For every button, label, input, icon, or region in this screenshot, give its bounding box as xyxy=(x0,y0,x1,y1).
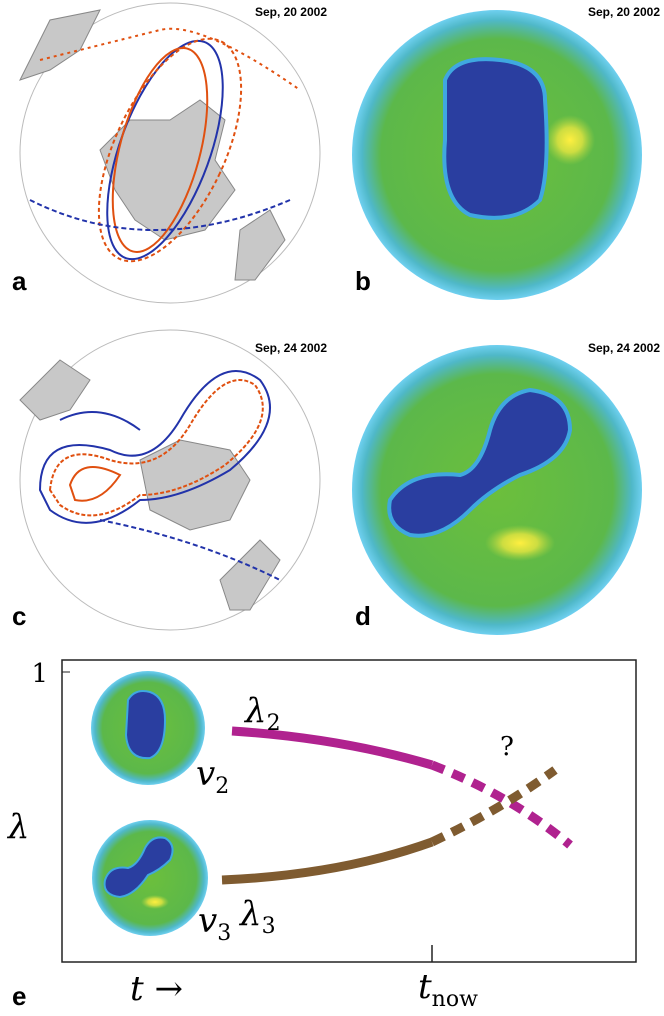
vector-label: v3 xyxy=(198,901,231,946)
curve-label: λ3 xyxy=(238,894,276,939)
plot-frame xyxy=(61,659,637,963)
trajectory-globe xyxy=(19,329,321,631)
y-label: λ xyxy=(6,807,30,847)
panel-date: Sep, 24 2002 xyxy=(588,341,660,355)
curve xyxy=(221,837,434,885)
question-mark: ? xyxy=(500,732,514,762)
y-tick-label: 1 xyxy=(31,659,48,689)
panel-label: a xyxy=(12,266,27,296)
ozone-globe xyxy=(352,345,642,635)
panel-date: Sep, 24 2002 xyxy=(255,341,327,355)
thumbnail xyxy=(92,820,208,936)
panel-label: b xyxy=(355,266,371,296)
t-now-label: tnow xyxy=(418,967,478,1012)
ozone-globe xyxy=(352,10,642,300)
vector-label: v2 xyxy=(196,754,229,799)
curve-extrapolation xyxy=(430,766,558,847)
curve-extrapolation xyxy=(430,760,573,849)
panel-label: d xyxy=(355,601,371,631)
panel-date: Sep, 20 2002 xyxy=(255,5,327,19)
curve-label: λ2 xyxy=(243,691,281,736)
panel-label: c xyxy=(12,601,26,631)
panel-label: e xyxy=(12,981,26,1011)
panel-date: Sep, 20 2002 xyxy=(588,5,660,19)
curve xyxy=(231,726,434,770)
x-label: t → xyxy=(130,969,183,1009)
trajectory-globe xyxy=(19,2,321,304)
thumbnail xyxy=(91,671,205,785)
